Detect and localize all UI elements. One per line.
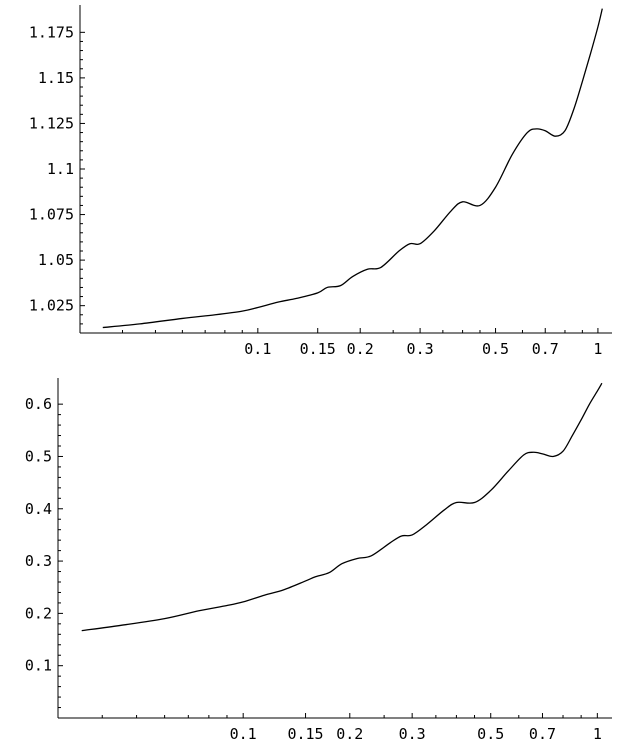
x-tick-label: 0.1 [244,340,271,358]
y-tick-label: 0.4 [25,500,52,518]
top-chart-panel: 1.025 1.05 1.075 1.1 1.125 1.15 1.175 0.1 0.15 0.… [29,5,612,358]
x-tick-label: 0.3 [407,340,434,358]
series-line [102,8,603,329]
y-tick-label: 1.125 [29,114,74,132]
y-tick-label: 1.025 [29,297,74,315]
y-tick-label: 1.1 [47,160,74,178]
y-tick-label: 1.15 [38,69,74,87]
x-tick-label: 1 [593,340,602,358]
bottom-chart-panel: 0.1 0.2 0.3 0.4 0.5 0.6 0.1 0.15 0.2 0.3 0.5 0.7 1 [25,378,612,743]
y-tick-label: 0.2 [25,604,52,622]
y-tick-label: 0.1 [25,657,52,675]
x-tick-label: 0.2 [336,725,363,743]
y-tick-label: 1.05 [38,251,74,269]
y-tick-label: 0.5 [25,447,52,465]
x-tick-label: 0.15 [287,725,323,743]
y-tick-label: 1.075 [29,206,74,224]
x-tick-label: 0.15 [300,340,336,358]
y-tick-label: 0.6 [25,395,52,413]
series-line [81,382,603,632]
x-tick-label: 0.7 [532,340,559,358]
x-tick-label: 0.7 [529,725,556,743]
y-tick-label: 0.3 [25,552,52,570]
x-tick-label: 0.1 [230,725,257,743]
x-tick-label: 0.2 [347,340,374,358]
y-tick-label: 1.175 [29,23,74,41]
x-tick-label: 0.5 [477,725,504,743]
x-tick-label: 1 [593,725,602,743]
x-tick-label: 0.5 [482,340,509,358]
x-tick-label: 0.3 [399,725,426,743]
